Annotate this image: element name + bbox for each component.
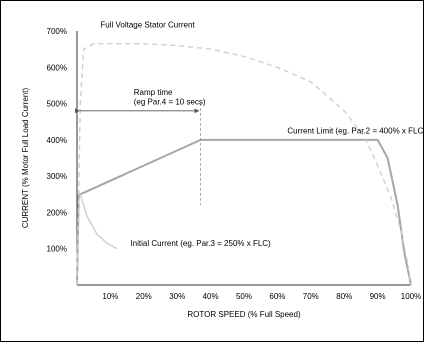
annotation-label: (eg Par.4 = 10 secs) — [134, 98, 206, 107]
annotation-label: Ramp time — [134, 88, 173, 97]
x-tick-label: 10% — [102, 292, 118, 301]
y-tick-label: 700% — [47, 27, 67, 36]
y-axis-title: CURRENT (% Motor Full Load Current) — [21, 88, 30, 229]
y-tick-label: 300% — [47, 172, 67, 181]
x-tick-label: 40% — [203, 292, 219, 301]
annotation-layer: Full Voltage Stator Current Ramp time(eg … — [100, 20, 424, 247]
soft-start-current-line — [76, 138, 412, 286]
x-tick-label: 80% — [336, 292, 352, 301]
x-tick-label: 30% — [169, 292, 185, 301]
annotation-label: Full Voltage Stator Current — [100, 20, 195, 29]
x-tick-label: 70% — [303, 292, 319, 301]
y-tick-label: 400% — [47, 136, 67, 145]
series-layer — [76, 43, 412, 286]
annotation-label: Initial Current (eg. Par.3 = 250% x FLC) — [130, 239, 271, 248]
x-tick-label: 100% — [401, 292, 421, 301]
x-axis-title: ROTOR SPEED (% Full Speed) — [187, 310, 301, 319]
y-tick-label: 600% — [47, 63, 67, 72]
y-tick-label: 200% — [47, 208, 67, 217]
initial-current-decay-line — [79, 194, 118, 250]
x-tick-label: 60% — [269, 292, 285, 301]
full-voltage-stator-current-line — [76, 43, 412, 286]
x-tick-labels: 10% 20% 30% 40% 50% 60% 70% 80% 90% 100% — [102, 292, 421, 301]
x-tick-label: 20% — [136, 292, 152, 301]
markers-layer — [75, 102, 201, 206]
x-tick-label: 50% — [236, 292, 252, 301]
y-tick-label: 100% — [47, 245, 67, 254]
y-tick-label: 500% — [47, 100, 67, 109]
y-tick-labels: 100% 200% 300% 400% 500% 600% 700% — [47, 27, 67, 254]
x-tick-label: 90% — [370, 292, 386, 301]
annotation-label: Current Limit (eg. Par.2 = 400% x FLC) — [287, 126, 424, 135]
